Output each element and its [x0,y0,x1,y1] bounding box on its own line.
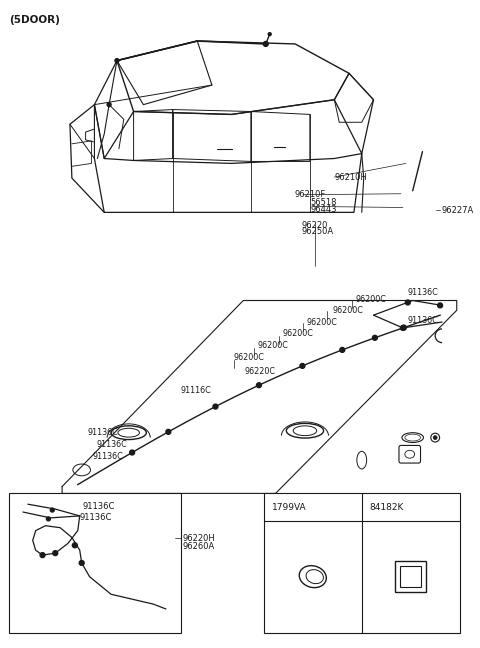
Circle shape [438,303,443,308]
Circle shape [340,347,345,353]
Text: 96200C: 96200C [282,329,313,338]
Circle shape [268,32,271,36]
Circle shape [400,325,405,330]
Circle shape [300,364,305,368]
Text: 96220C: 96220C [244,367,275,375]
Text: 96200C: 96200C [356,295,387,304]
Circle shape [115,58,119,63]
Text: 96220: 96220 [301,220,327,229]
Bar [9,493,180,634]
Circle shape [79,561,84,566]
Circle shape [72,543,77,548]
Circle shape [213,404,218,409]
Text: 91136C: 91136C [83,502,115,511]
Text: 96200C: 96200C [332,306,363,315]
Text: 91136C: 91136C [408,288,439,297]
Text: 96220H: 96220H [182,534,216,543]
Text: 96227A: 96227A [441,206,473,215]
Circle shape [256,383,262,388]
Bar [395,561,426,592]
Text: 91136C: 91136C [87,428,118,437]
Text: (5DOOR): (5DOOR) [9,16,60,25]
Text: 96260A: 96260A [182,542,215,551]
Circle shape [50,508,54,512]
Ellipse shape [433,435,437,439]
Text: 84182K: 84182K [370,503,404,512]
Text: 1799VA: 1799VA [272,503,306,512]
Text: 96443: 96443 [311,205,337,214]
Text: 96210H: 96210H [335,172,367,181]
Circle shape [53,551,58,555]
Circle shape [130,450,134,455]
Text: 91116C: 91116C [180,386,211,395]
Text: 91136C: 91136C [408,316,439,325]
Text: 96200C: 96200C [233,353,264,362]
Circle shape [405,300,410,305]
Text: 96200C: 96200C [258,341,289,350]
Text: 96250A: 96250A [301,227,333,237]
Circle shape [401,325,406,330]
Circle shape [40,553,45,557]
Circle shape [47,517,50,521]
Circle shape [372,336,377,340]
Circle shape [107,102,111,107]
Text: 91136C: 91136C [80,513,112,522]
Bar [264,493,460,634]
Text: 91136C: 91136C [93,452,123,461]
Text: 96210F: 96210F [294,191,325,199]
Circle shape [166,430,171,434]
Text: 91136C: 91136C [96,440,127,449]
Text: 96200C: 96200C [307,318,338,327]
Bar [400,566,421,588]
Circle shape [264,41,268,47]
Text: 56518: 56518 [311,198,337,207]
